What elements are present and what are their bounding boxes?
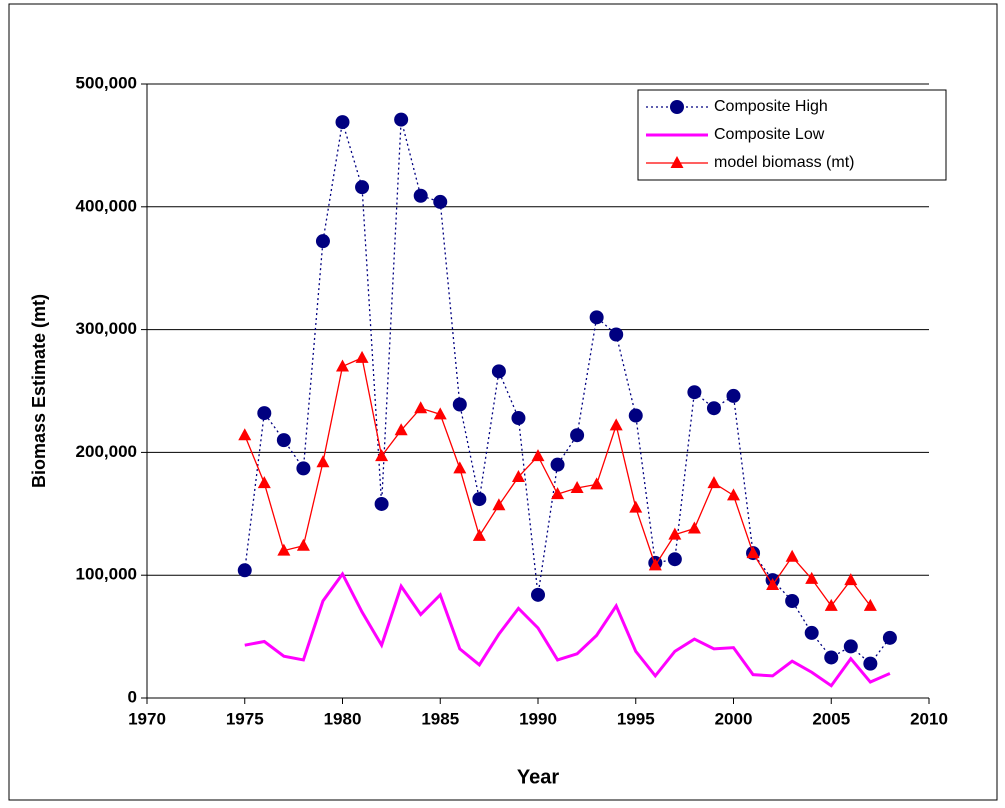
point-marker [785,593,800,608]
point-marker [766,578,780,591]
point-marker [687,385,702,400]
point-marker [843,639,858,654]
point-marker [374,496,389,511]
point-marker [394,423,408,436]
point-marker [511,411,526,426]
x-tick-label: 1990 [519,709,557,728]
x-tick-label: 1985 [421,709,459,728]
point-marker [824,598,838,611]
point-marker [668,527,682,540]
point-marker [727,488,740,501]
point-marker [315,234,330,249]
point-marker [433,407,447,420]
point-marker [863,598,877,611]
point-marker [882,630,897,645]
point-marker [804,625,819,640]
point-marker [257,476,271,489]
y-tick-label: 400,000 [76,196,137,215]
point-marker [237,563,252,578]
point-marker [531,587,545,602]
point-marker [452,397,467,412]
y-tick-label: 200,000 [76,442,137,461]
point-marker [609,327,624,342]
point-marker [648,558,662,571]
point-marker [492,498,506,511]
point-marker [394,112,409,127]
point-marker [336,359,349,372]
x-tick-label: 1970 [128,709,166,728]
point-marker [706,401,721,416]
point-marker [413,188,428,203]
point-marker [433,194,448,209]
point-marker [863,656,878,671]
legend-label: Composite High [714,98,828,115]
y-axis-label: Biomass Estimate (mt) [29,294,49,488]
point-marker [670,156,684,168]
y-tick-label: 300,000 [76,319,137,338]
point-marker [453,461,467,474]
point-marker [491,364,506,379]
point-marker [805,571,819,584]
legend-label: Composite Low [714,126,825,143]
point-marker [670,100,684,114]
series-line [244,571,891,688]
x-tick-label: 2005 [812,709,850,728]
point-marker [824,650,839,665]
point-marker [296,538,310,551]
point-marker [335,115,350,130]
point-marker [355,350,369,363]
point-marker [609,418,623,431]
point-marker [551,487,565,500]
point-marker [355,180,370,195]
y-tick-label: 100,000 [76,565,137,584]
point-marker [667,552,682,567]
point-marker [414,401,428,414]
point-marker [629,500,643,513]
x-tick-label: 1975 [226,709,264,728]
point-marker [590,477,604,490]
point-marker [550,457,565,472]
point-marker [238,428,252,441]
point-marker [375,449,389,462]
point-marker [296,461,311,476]
point-marker [628,408,643,423]
series-line [244,119,891,665]
x-tick-label: 1995 [617,709,655,728]
point-marker [316,455,330,468]
point-marker [707,476,721,489]
point-marker [570,481,584,494]
x-tick-label: 2000 [715,709,753,728]
point-marker [472,528,486,541]
point-marker [726,388,741,403]
point-marker [531,449,545,462]
point-marker [785,549,799,562]
y-tick-label: 500,000 [76,73,137,92]
point-marker [844,573,858,586]
point-marker [570,428,585,443]
point-marker [746,546,760,559]
point-marker [277,543,291,556]
x-tick-label: 2010 [910,709,948,728]
point-marker [589,310,604,325]
x-axis-label: Year [517,766,559,788]
point-marker [511,469,525,482]
point-marker [472,492,487,507]
point-marker [276,433,291,448]
x-tick-label: 1980 [324,709,362,728]
point-marker [257,406,272,421]
legend-label: model biomass (mt) [714,154,854,171]
y-tick-label: 0 [128,687,137,706]
point-marker [687,521,701,534]
